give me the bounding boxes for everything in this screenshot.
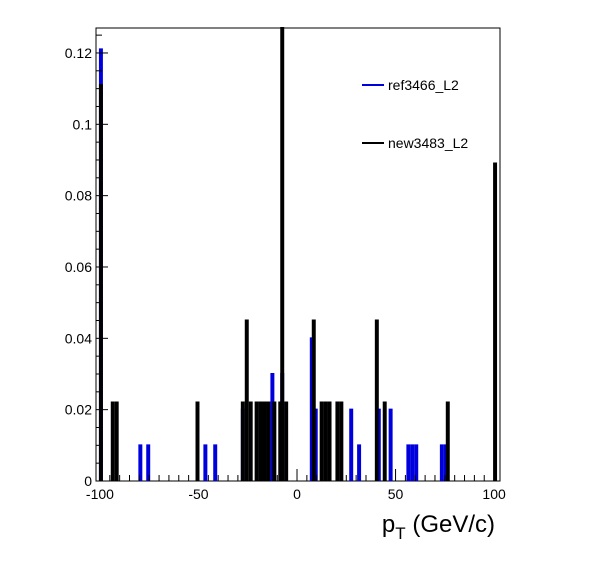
x-tick-label: -50 bbox=[188, 486, 208, 502]
series-layer bbox=[98, 27, 498, 481]
bin-new3483_L2--17 bbox=[262, 401, 267, 481]
bin-new3483_L2-40 bbox=[374, 319, 379, 481]
plot-frame bbox=[95, 27, 501, 482]
bin-new3483_L2-44 bbox=[382, 401, 387, 481]
bin-new3483_L2-14 bbox=[323, 401, 328, 481]
y-tick-label: 0.04 bbox=[65, 330, 92, 346]
series-new3483_L2 bbox=[98, 27, 498, 481]
bin-new3483_L2--21 bbox=[254, 401, 259, 481]
bin-new3483_L2--51 bbox=[195, 401, 200, 481]
x-tick-label: 50 bbox=[388, 486, 404, 502]
y-tick-label: 0.08 bbox=[65, 188, 92, 204]
bin-ref3466_L2-27 bbox=[349, 408, 354, 481]
legend: ref3466_L2 new3483_L2 bbox=[362, 77, 468, 151]
axis-layer: -100 -50 0 50 100 0 0.02 0.04 0.06 0.08 0.1 0.12 bbox=[65, 34, 506, 502]
bin-new3483_L2--28 bbox=[240, 401, 245, 481]
bin-new3483_L2-8 bbox=[311, 319, 316, 481]
x-tick-label: -100 bbox=[86, 486, 114, 502]
bin-new3483_L2--6 bbox=[284, 401, 289, 481]
bin-new3483_L2--92 bbox=[114, 401, 119, 481]
bin-new3483_L2-20 bbox=[335, 401, 340, 481]
x-axis-title-main: p bbox=[382, 511, 395, 538]
legend-label: new3483_L2 bbox=[388, 135, 468, 151]
bin-new3483_L2-76 bbox=[445, 401, 450, 481]
bin-ref3466_L2-58 bbox=[410, 444, 415, 481]
bin-ref3466_L2-73 bbox=[439, 444, 444, 481]
bin-new3483_L2--12 bbox=[272, 401, 277, 481]
y-tick-label: 0 bbox=[84, 473, 92, 489]
legend-label: ref3466_L2 bbox=[388, 77, 459, 93]
bin-new3483_L2--26 bbox=[244, 319, 249, 481]
bin-new3483_L2--24 bbox=[248, 401, 253, 481]
x-axis-title: pT (GeV/c) bbox=[382, 511, 495, 543]
bin-new3483_L2-22 bbox=[339, 401, 344, 481]
bin-ref3466_L2--80 bbox=[138, 444, 143, 481]
bin-ref3466_L2--42 bbox=[213, 444, 218, 481]
bin-new3483_L2--100 bbox=[98, 84, 103, 481]
bin-new3483_L2-16 bbox=[327, 401, 332, 481]
bin-new3483_L2-100 bbox=[493, 162, 498, 481]
bin-new3483_L2--8 bbox=[280, 27, 285, 481]
y-tick-label: 0.02 bbox=[65, 402, 92, 418]
bin-ref3466_L2-60 bbox=[414, 444, 419, 481]
bin-new3483_L2--19 bbox=[258, 401, 263, 481]
y-tick-label: 0.12 bbox=[65, 45, 92, 61]
x-tick-label: 100 bbox=[482, 486, 506, 502]
bin-ref3466_L2--76 bbox=[146, 444, 151, 481]
y-tick-label: 0.1 bbox=[73, 116, 93, 132]
bin-new3483_L2-12 bbox=[319, 401, 324, 481]
x-axis-title-unit: (GeV/c) bbox=[406, 511, 495, 538]
bin-ref3466_L2-47 bbox=[388, 408, 393, 481]
bin-ref3466_L2--47 bbox=[203, 444, 208, 481]
bin-new3483_L2--15 bbox=[266, 401, 271, 481]
y-tick-label: 0.06 bbox=[65, 259, 92, 275]
x-axis-title-subscript: T bbox=[395, 524, 405, 543]
x-tick-label: 0 bbox=[293, 486, 301, 502]
bin-ref3466_L2-56 bbox=[406, 444, 411, 481]
bin-new3483_L2--94 bbox=[110, 401, 115, 481]
bin-ref3466_L2-31 bbox=[357, 444, 362, 481]
